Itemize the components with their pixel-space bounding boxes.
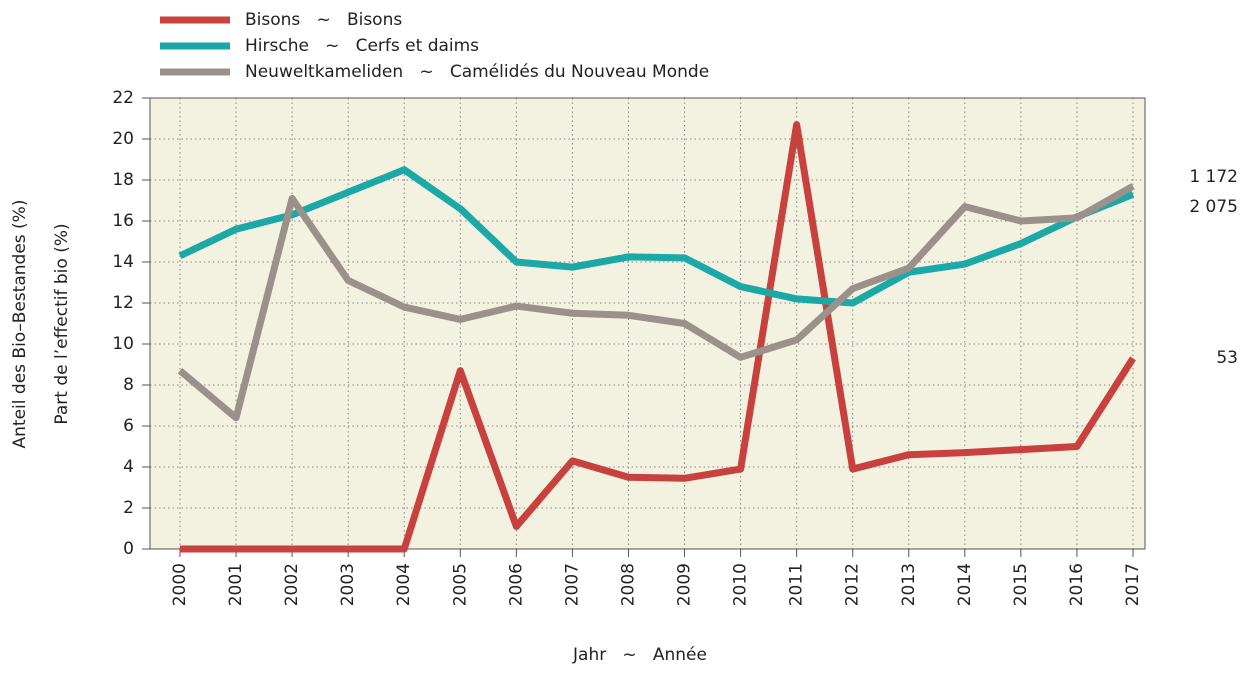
y-axis-label: Anteil des Bio–Bestandes (%) xyxy=(10,200,30,449)
end-annotation: 2 075 xyxy=(1189,197,1238,217)
y-tick-label: 20 xyxy=(112,129,134,149)
y-tick-label: 18 xyxy=(112,170,134,190)
end-annotation: 1 172 xyxy=(1189,167,1238,187)
end-annotation: 53 xyxy=(1216,348,1238,368)
x-tick-label: 2005 xyxy=(450,563,470,606)
series-line xyxy=(177,183,1135,422)
x-tick-label: 2015 xyxy=(1011,563,1031,606)
x-tick-label: 2001 xyxy=(226,563,246,606)
x-tick-label: 2014 xyxy=(955,563,975,606)
y-tick-label: 8 xyxy=(123,375,134,395)
y-tick-label: 6 xyxy=(123,416,134,436)
legend-label: Hirsche ~ Cerfs et daims xyxy=(245,36,479,56)
y-axis-label: Part de l’effectif bio (%) xyxy=(52,223,72,424)
y-tick-label: 0 xyxy=(123,539,134,559)
y-tick-label: 2 xyxy=(123,498,134,518)
x-tick-label: 2006 xyxy=(506,563,526,606)
x-tick-label: 2016 xyxy=(1067,563,1087,606)
plot-background xyxy=(150,98,1145,549)
x-tick-label: 2011 xyxy=(787,563,807,606)
x-tick-label: 2004 xyxy=(394,563,414,606)
x-tick-label: 2007 xyxy=(562,563,582,606)
series-line xyxy=(178,166,1135,307)
plot-frame xyxy=(149,97,1146,550)
x-tick-label: 2012 xyxy=(843,563,863,606)
y-tick-label: 10 xyxy=(112,334,134,354)
x-tick-label: 2017 xyxy=(1123,563,1143,606)
y-tick-label: 4 xyxy=(123,457,134,477)
y-tick-label: 16 xyxy=(112,211,134,231)
x-tick-label: 2010 xyxy=(731,563,751,606)
x-tick-label: 2000 xyxy=(170,563,190,606)
legend-label: Bisons ~ Bisons xyxy=(245,10,402,30)
x-tick-label: 2002 xyxy=(282,563,302,606)
x-axis-label: Jahr ~ Année xyxy=(572,645,707,665)
x-tick-label: 2008 xyxy=(618,563,638,606)
legend-label: Neuweltkameliden ~ Camélidés du Nouveau … xyxy=(245,62,709,82)
y-tick-label: 12 xyxy=(112,293,134,313)
x-tick-label: 2013 xyxy=(899,563,919,606)
x-tick-label: 2009 xyxy=(675,563,695,606)
y-tick-label: 14 xyxy=(112,252,134,272)
series-line xyxy=(180,121,1136,553)
y-tick-label: 22 xyxy=(112,88,134,108)
x-tick-label: 2003 xyxy=(338,563,358,606)
